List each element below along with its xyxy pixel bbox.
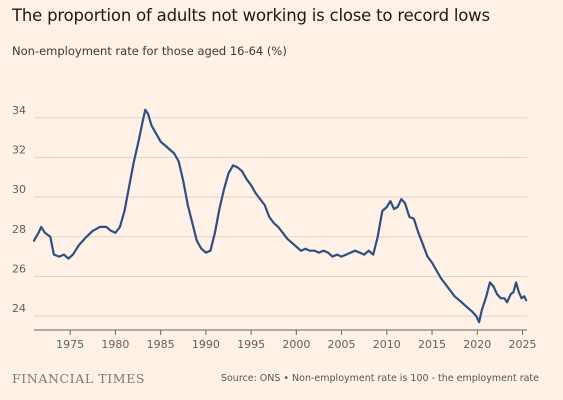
gridlines [34,117,527,331]
chart-subtitle: Non-employment rate for those aged 16-64… [12,44,287,58]
y-tick-label: 32 [12,143,26,156]
x-tick-label: 2020 [463,338,491,351]
x-tick-label: 1985 [147,338,175,351]
y-axis-ticks: 24 26 28 30 32 34 [12,104,26,315]
x-tick-label: 2015 [418,338,446,351]
x-tick-label: 2025 [508,338,536,351]
x-tick-label: 1990 [192,338,220,351]
y-tick-label: 34 [12,104,26,117]
x-axis-ticks: 1975 1980 1985 1990 1995 2000 2005 2010 2015 2020… [56,330,536,351]
y-tick-label: 30 [12,183,26,196]
x-tick-label: 2005 [328,338,356,351]
x-tick-label: 2000 [282,338,310,351]
y-tick-label: 26 [12,262,26,275]
series-line [32,108,528,324]
x-tick-label: 1975 [56,338,84,351]
series-layer [32,108,528,324]
x-tick-label: 2010 [373,338,401,351]
x-tick-label: 1995 [237,338,265,351]
source-note: Source: ONS • Non-employment rate is 100… [220,373,539,384]
y-tick-label: 28 [12,223,26,236]
chart-title: The proportion of adults not working is … [12,6,490,25]
ft-logo: FINANCIAL TIMES [12,371,146,386]
y-tick-label: 24 [12,302,26,315]
x-tick-label: 1980 [101,338,129,351]
